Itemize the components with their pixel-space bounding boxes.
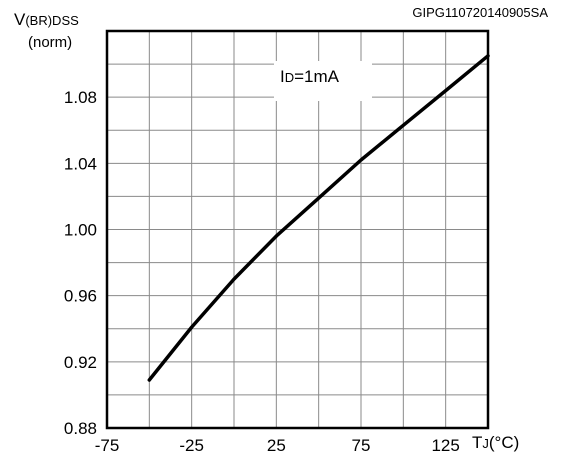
annotation-main: I [280, 67, 285, 86]
x-tick-label: 125 [431, 436, 459, 455]
annotation-background [274, 61, 372, 101]
y-axis-label-main: V [14, 10, 26, 29]
y-tick-label: 1.04 [64, 154, 97, 173]
plot-frame [105, 29, 490, 430]
y-tick-label: 0.88 [64, 419, 97, 438]
x-axis-label-sub: J [482, 436, 489, 451]
y-tick-label: 0.92 [64, 353, 97, 372]
x-axis-label-main: T [472, 433, 482, 452]
y-axis-label-sub: (BR)DSS [25, 13, 79, 28]
x-axis-label: TJ(°C) [472, 433, 519, 452]
y-axis-norm-label: (norm) [28, 34, 72, 51]
annotation-sub: D [285, 70, 294, 85]
y-tick-labels: 0.88 0.92 0.96 1.00 1.04 1.08 [64, 88, 97, 438]
y-axis-label: V(BR)DSS [14, 10, 79, 29]
x-tick-label: 25 [267, 436, 286, 455]
series-line [147, 54, 490, 382]
x-tick-labels: -75 -25 25 75 125 [95, 436, 460, 455]
x-tick-label: -25 [179, 436, 204, 455]
x-tick-label: 75 [352, 436, 371, 455]
x-tick-label: -75 [95, 436, 120, 455]
x-axis-label-unit: (°C) [489, 433, 519, 452]
figure-code: GIPG110720140905SA [412, 5, 548, 20]
y-tick-label: 1.08 [64, 88, 97, 107]
annotation-label: ID=1mA [280, 67, 340, 86]
y-tick-label: 0.96 [64, 287, 97, 306]
y-tick-label: 1.00 [64, 221, 97, 240]
annotation-rest: =1mA [294, 67, 340, 86]
